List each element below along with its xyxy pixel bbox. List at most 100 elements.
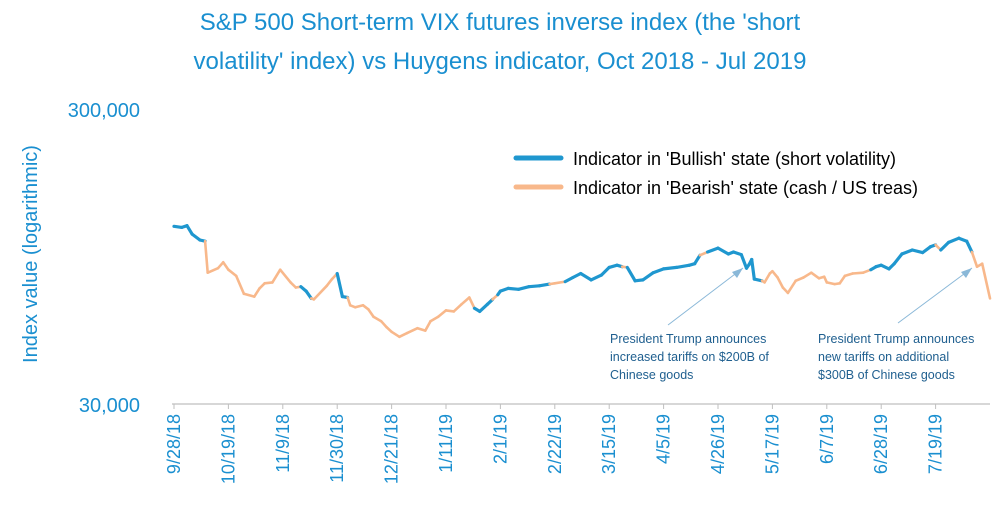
series-segment-bearish (838, 274, 847, 285)
series-segment-bearish (398, 331, 409, 339)
series-segment-bearish (234, 274, 246, 296)
x-tick-label: 5/17/19 (762, 414, 782, 474)
series-segment-bullish (965, 239, 974, 254)
series-segment-bullish (920, 245, 933, 255)
series-segment-bearish (809, 271, 821, 280)
series-segment-bearish (203, 239, 209, 275)
series-segment-bullish (946, 236, 961, 244)
series-segment-bearish (278, 268, 292, 284)
x-tick-label: 11/9/18 (273, 414, 293, 473)
series-segment-bullish (661, 265, 679, 271)
y-tick-label-30000: 30,000 (79, 395, 140, 417)
series-segment-bullish (478, 302, 489, 313)
series-segment-bearish (312, 284, 329, 301)
x-tick-label: 2/1/19 (490, 414, 510, 464)
series-segment-bearish (416, 326, 427, 332)
x-tick-label: 4/5/19 (654, 414, 674, 464)
annotation-may-line-2: increased tariffs on $200B of (610, 350, 769, 364)
series-segment-bullish (537, 282, 552, 288)
x-tick-label: 9/28/18 (164, 414, 184, 474)
x-tick-label: 11/30/18 (327, 414, 347, 483)
series-segment-bullish (506, 286, 521, 291)
series-segment-bullish (641, 271, 655, 282)
series-segment-bearish (851, 271, 865, 275)
series-segment-bullish (892, 252, 904, 266)
annotation-may-tariffs: President Trump announces increased tari… (610, 267, 769, 382)
series-segment-bearish (390, 330, 401, 339)
series-segment-bullish (625, 265, 637, 283)
x-axis-tick-labels: 9/28/18 10/19/18 11/9/18 11/30/18 12/21/18 1/… (164, 414, 946, 484)
series-segment-bearish (423, 319, 432, 332)
series-segment-bullish (716, 246, 731, 256)
series-segment-bullish (304, 289, 313, 300)
legend: Indicator in 'Bullish' state (short vola… (513, 149, 918, 198)
series-segment-bullish (705, 246, 720, 254)
series-segment-bearish (405, 326, 419, 335)
series-segment-bullish (579, 271, 593, 282)
series-segment-bearish (553, 280, 567, 285)
legend-label-bullish: Indicator in 'Bullish' state (short vola… (573, 149, 896, 169)
x-axis-ticks (173, 404, 937, 409)
series-segment-bearish (206, 266, 220, 275)
series-segment-bearish (980, 262, 992, 300)
series-segment-bullish (527, 284, 541, 289)
x-tick-label: 2/22/19 (545, 414, 565, 474)
series-line (172, 224, 992, 339)
series-segment-bearish (460, 296, 471, 306)
series-segment-bullish (185, 224, 194, 236)
annotation-arrow-aug (897, 267, 973, 324)
legend-label-bearish: Indicator in 'Bearish' state (cash / US … (573, 178, 918, 198)
annotation-aug-line-2: new tariffs on additional (818, 350, 949, 364)
series-segment-bearish (436, 309, 448, 319)
series-segment-bullish (190, 232, 202, 242)
series-segment-bullish (589, 273, 604, 282)
x-tick-label: 10/19/18 (218, 414, 238, 484)
series-segment-bullish (750, 257, 756, 281)
series-segment-bearish (353, 303, 365, 309)
series-segment-bullish (674, 263, 692, 269)
series-segment-bearish (763, 272, 772, 284)
series-segment-bearish (794, 276, 805, 283)
x-tick-label: 3/15/19 (599, 414, 619, 474)
series-segment-bullish (599, 265, 611, 277)
series-segment-bearish (452, 302, 463, 313)
annotation-aug-line-3: $300B of Chinese goods (818, 368, 955, 382)
series-segment-bullish (900, 248, 914, 256)
series-segment-bearish (444, 309, 456, 313)
series-segment-bullish (516, 285, 531, 291)
x-tick-label: 7/19/19 (926, 414, 946, 474)
series-segment-bullish (335, 271, 344, 299)
series-segment-bullish (752, 277, 764, 283)
series-segment-bearish (366, 307, 375, 319)
annotation-may-line-3: Chinese goods (610, 368, 693, 382)
annotation-aug-line-1: President Trump announces (818, 332, 974, 346)
annotation-arrowhead-may (732, 268, 743, 278)
chart-title-line-2: volatility' index) vs Huygens indicator,… (194, 48, 807, 75)
series-segment-bearish (253, 287, 261, 298)
annotation-arrowhead-aug (961, 268, 972, 278)
series-segment-bearish (970, 250, 979, 269)
x-tick-label: 12/21/18 (382, 414, 402, 484)
series-segment-bearish (242, 292, 256, 298)
series-segment-bearish (429, 315, 440, 323)
series-segment-bullish (651, 267, 666, 275)
series-segment-bearish (271, 268, 282, 284)
series-segment-bullish (693, 253, 702, 266)
series-segment-bearish (467, 296, 476, 310)
series-segment-bearish (776, 276, 785, 289)
annotation-aug-tariffs: President Trump announces new tariffs on… (818, 267, 974, 382)
x-tick-label: 6/7/19 (817, 414, 837, 464)
x-tick-label: 4/26/19 (708, 414, 728, 474)
x-tick-label: 1/11/19 (436, 414, 456, 473)
series-segment-bullish (910, 248, 925, 255)
series-segment-bearish (771, 269, 779, 279)
series-segment-bullish (939, 240, 951, 252)
series-segment-bearish (786, 279, 798, 295)
x-tick-label: 6/28/19 (871, 414, 891, 474)
annotation-may-line-1: President Trump announces (610, 332, 766, 346)
y-tick-label-300000: 300,000 (68, 100, 140, 122)
chart-title-line-1: S&P 500 Short-term VIX futures inverse i… (200, 9, 801, 36)
series-segment-bearish (227, 268, 238, 278)
series-segment-bearish (825, 281, 836, 286)
